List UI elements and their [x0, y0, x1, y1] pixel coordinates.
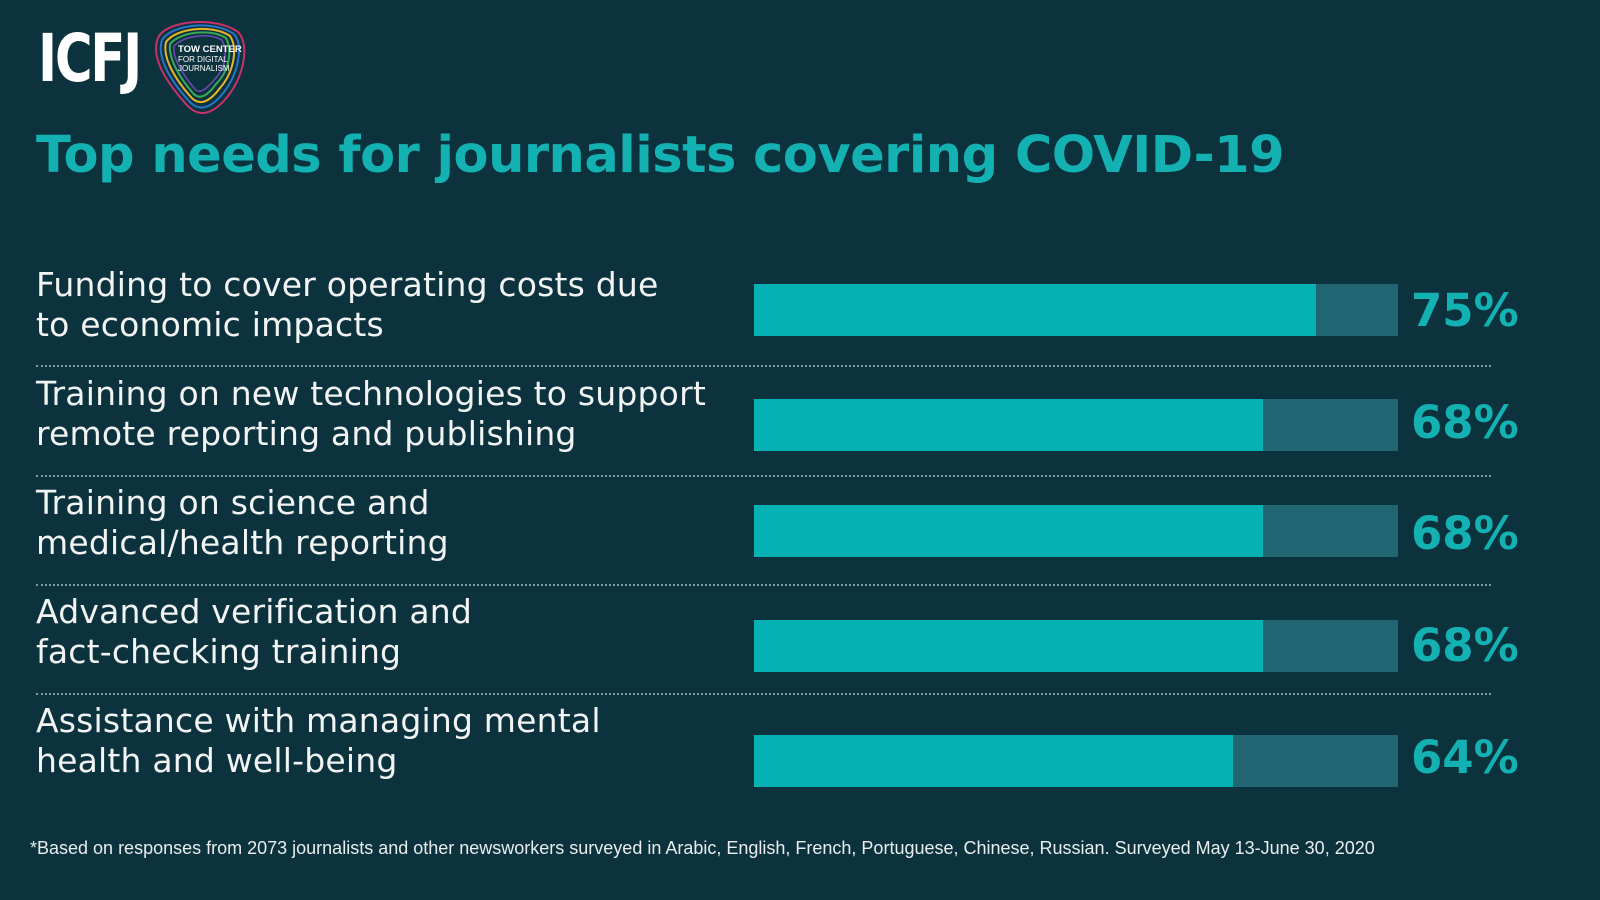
category-label-line: medical/health reporting [36, 523, 449, 562]
category-label-line: to economic impacts [36, 305, 384, 344]
category-label-line: Funding to cover operating costs due [36, 265, 659, 304]
bar-track [754, 735, 1398, 787]
bar-track [754, 505, 1398, 557]
category-label: Assistance with managing mental health an… [36, 701, 736, 781]
category-label: Advanced verification and fact-checking t… [36, 592, 736, 672]
row-divider [36, 365, 1491, 367]
category-label: Funding to cover operating costs due to e… [36, 265, 736, 345]
category-label: Training on new technologies to support r… [36, 374, 736, 454]
tow-logo-line: JOURNALISM [178, 64, 230, 73]
row-divider [36, 584, 1491, 586]
data-label: 75% [1411, 284, 1519, 337]
tow-logo-line: FOR DIGITAL [178, 55, 228, 64]
bar-track [754, 399, 1398, 451]
footnote: *Based on responses from 2073 journalist… [30, 838, 1375, 858]
category-label-line: Assistance with managing mental [36, 701, 601, 740]
row-divider [36, 693, 1491, 695]
bar [754, 735, 1233, 787]
bar-track [754, 620, 1398, 672]
category-label-line: remote reporting and publishing [36, 414, 577, 453]
category-label: Training on science and medical/health re… [36, 483, 736, 563]
tow-center-logo: TOW CENTER FOR DIGITAL JOURNALISM [155, 21, 246, 114]
chart-title: Top needs for journalists covering COVID… [36, 126, 1285, 185]
bar [754, 505, 1263, 557]
data-label: 64% [1411, 731, 1519, 784]
data-label: 68% [1411, 507, 1519, 560]
bar [754, 620, 1263, 672]
category-label-line: Training on new technologies to support [36, 374, 706, 413]
bar-track [754, 284, 1398, 336]
category-label-line: Advanced verification and [36, 592, 472, 631]
category-label-line: health and well-being [36, 741, 398, 780]
data-label: 68% [1411, 619, 1519, 672]
tow-logo-line: TOW CENTER [178, 44, 242, 55]
bar [754, 399, 1263, 451]
icfj-logo: ICFJ [38, 20, 142, 97]
category-label-line: Training on science and [36, 483, 430, 522]
data-label: 68% [1411, 396, 1519, 449]
bar [754, 284, 1316, 336]
category-label-line: fact-checking training [36, 632, 402, 671]
row-divider [36, 475, 1491, 477]
